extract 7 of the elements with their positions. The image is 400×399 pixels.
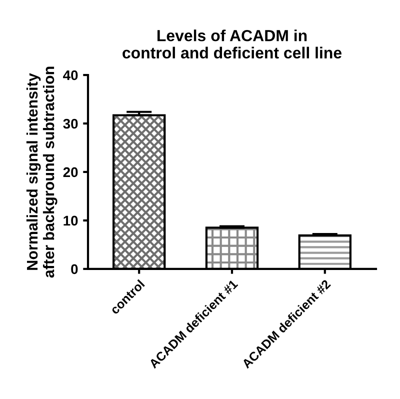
chart-title: Levels of ACADM in control and deficient cell line bbox=[122, 30, 342, 59]
y-tick-label: 30 bbox=[63, 118, 78, 129]
y-axis-title: Normalized signal intensity after background subtraction bbox=[26, 66, 58, 278]
y-tick-label: 10 bbox=[64, 216, 78, 226]
y-tick-label: 0 bbox=[71, 264, 78, 274]
y-tick-label: 20 bbox=[63, 167, 78, 178]
y-tick-label: 40 bbox=[63, 70, 78, 80]
